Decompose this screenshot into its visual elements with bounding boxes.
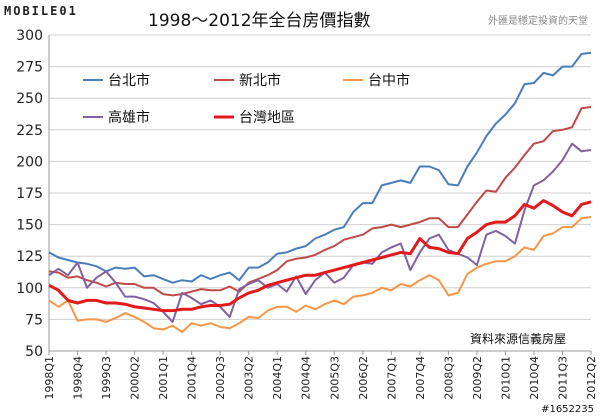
x-tick-label: 2007Q1 (385, 356, 398, 400)
legend-label: 高雄市 (108, 109, 150, 126)
y-tick-label: 175 (16, 186, 43, 202)
y-axis: 50 75 100 125 150 175 200 225 250 275 300 (16, 28, 50, 360)
legend-label: 新北市 (239, 72, 281, 89)
x-tick-label: 2004Q1 (271, 356, 284, 400)
series-line (48, 106, 592, 297)
x-tick-label: 2012Q2 (585, 356, 598, 400)
series-line (48, 199, 592, 313)
legend-label: 台中市 (368, 72, 410, 89)
legend-label: 台灣地區 (239, 110, 295, 126)
x-tick-label: 2001Q4 (186, 356, 199, 400)
y-tick-label: 300 (16, 28, 43, 44)
x-tick-label: 1999Q3 (100, 356, 113, 400)
y-tick-label: 50 (25, 344, 43, 360)
x-tick-label: 2000Q2 (129, 356, 142, 400)
series-line (48, 142, 592, 323)
y-tick-label: 125 (16, 249, 43, 265)
series-line (48, 216, 592, 333)
x-tick-label: 2007Q4 (414, 356, 427, 400)
y-tick-label: 200 (16, 154, 43, 170)
y-tick-label: 75 (25, 312, 43, 328)
x-tick-label: 1998Q1 (43, 356, 56, 400)
x-tick-label: 2011Q3 (556, 356, 569, 400)
source-note: 資料來源信義房屋 (470, 332, 567, 346)
x-tick-label: 2004Q4 (300, 356, 313, 400)
y-tick-label: 100 (16, 281, 43, 297)
y-tick-label: 250 (16, 91, 43, 107)
x-tick-label: 2001Q1 (157, 356, 170, 400)
watermark-text: 外匯是穩定投資的天堂 (488, 16, 588, 27)
x-tick-label: 2008Q3 (442, 356, 455, 400)
x-tick-label: 2005Q3 (328, 356, 341, 400)
y-tick-label: 150 (16, 218, 43, 234)
x-tick-label: 2003Q2 (243, 356, 256, 400)
chart-title: 1998～2012年全台房價指數 (148, 11, 371, 31)
x-tick-label: 2010Q1 (499, 356, 512, 400)
x-tick-label: 1998Q4 (72, 356, 85, 400)
x-tick-label: 2009Q2 (471, 356, 484, 400)
x-tick-label: 2002Q3 (214, 356, 227, 400)
series-line (48, 51, 592, 284)
x-tick-label: 2010Q4 (528, 356, 541, 400)
x-axis: 1998Q1 1998Q4 1999Q3 2000Q2 2001Q1 2001Q4 2002… (43, 350, 598, 400)
x-tick-label: 2006Q2 (357, 356, 370, 400)
y-tick-label: 275 (16, 60, 43, 76)
image-tag: #1652235 (541, 404, 594, 415)
series-lines (48, 51, 592, 333)
site-logo: MOBILE01 (4, 4, 78, 18)
legend-label: 台北市 (108, 72, 150, 89)
y-tick-label: 225 (16, 123, 43, 139)
